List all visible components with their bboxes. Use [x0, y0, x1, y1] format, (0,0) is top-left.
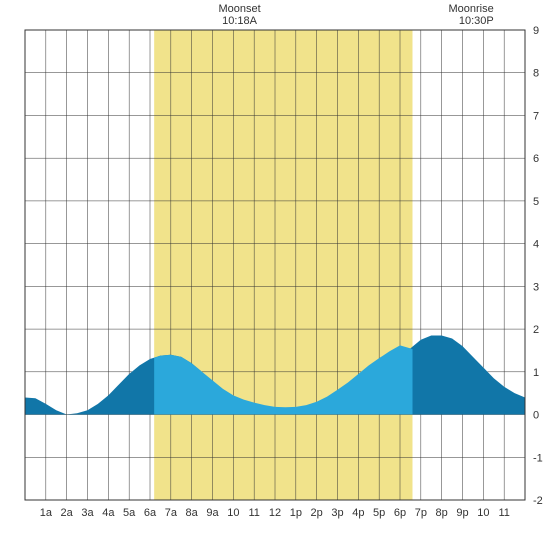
- x-tick-label: 10: [477, 507, 489, 519]
- x-tick-label: 3a: [81, 507, 94, 519]
- daylight-band: [154, 30, 412, 500]
- header-label: Moonset: [218, 3, 260, 15]
- y-tick-label: 4: [533, 239, 539, 251]
- x-tick-label: 8a: [186, 507, 199, 519]
- x-tick-label: 6a: [144, 507, 157, 519]
- x-tick-label: 4a: [102, 507, 115, 519]
- header-time: 10:30P: [459, 15, 494, 27]
- x-tick-label: 4p: [352, 507, 364, 519]
- x-tick-label: 1p: [290, 507, 302, 519]
- y-tick-label: 8: [533, 68, 539, 80]
- x-tick-label: 7a: [165, 507, 178, 519]
- x-tick-label: 2p: [311, 507, 323, 519]
- y-tick-label: -1: [533, 452, 543, 464]
- tide-chart: 1a2a3a4a5a6a7a8a9a1011121p2p3p4p5p6p7p8p…: [0, 0, 550, 550]
- y-tick-label: 5: [533, 196, 539, 208]
- y-tick-label: 2: [533, 324, 539, 336]
- x-tick-label: 7p: [415, 507, 427, 519]
- x-tick-label: 1a: [40, 507, 53, 519]
- y-tick-label: 3: [533, 281, 539, 293]
- chart-svg: 1a2a3a4a5a6a7a8a9a1011121p2p3p4p5p6p7p8p…: [0, 0, 550, 550]
- y-tick-label: 6: [533, 153, 539, 165]
- x-tick-label: 9a: [206, 507, 219, 519]
- x-tick-label: 9p: [456, 507, 468, 519]
- header-label: Moonrise: [449, 3, 494, 15]
- x-tick-label: 11: [248, 507, 259, 519]
- y-tick-label: 0: [533, 410, 539, 422]
- header-time: 10:18A: [222, 15, 258, 27]
- x-tick-label: 10: [227, 507, 239, 519]
- y-tick-label: 9: [533, 25, 539, 37]
- x-tick-label: 2a: [61, 507, 74, 519]
- x-tick-label: 8p: [436, 507, 448, 519]
- x-tick-label: 5p: [373, 507, 385, 519]
- x-tick-label: 6p: [394, 507, 406, 519]
- y-tick-label: -2: [533, 495, 543, 507]
- x-tick-label: 12: [269, 507, 281, 519]
- y-tick-label: 1: [533, 367, 539, 379]
- x-tick-label: 11: [498, 507, 509, 519]
- x-tick-label: 3p: [331, 507, 343, 519]
- x-tick-label: 5a: [123, 507, 136, 519]
- y-tick-label: 7: [533, 110, 539, 122]
